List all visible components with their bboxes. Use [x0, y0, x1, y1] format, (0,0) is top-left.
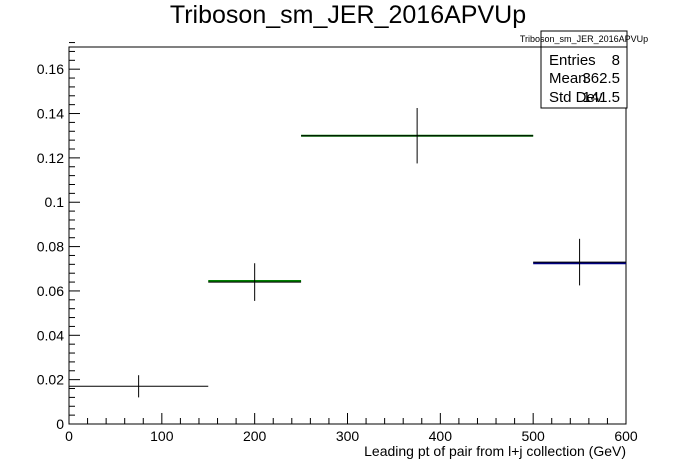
y-tick-label: 0.1 [45, 194, 65, 210]
x-tick-label: 600 [614, 428, 638, 444]
y-tick-label: 0.02 [37, 372, 64, 388]
y-tick-label: 0.04 [37, 327, 64, 343]
x-tick-label: 100 [150, 428, 174, 444]
y-tick-label: 0 [56, 416, 64, 432]
x-axis-label: Leading pt of pair from l+j collection (… [364, 443, 626, 459]
stats-stddev-value: 141.5 [582, 89, 620, 106]
x-tick-label: 500 [521, 428, 545, 444]
y-tick-label: 0.14 [37, 106, 64, 122]
stats-mean-value: 362.5 [582, 70, 620, 87]
stats-entries-value: 8 [612, 52, 620, 69]
stats-mean-label: Mean [549, 70, 587, 87]
x-tick-label: 300 [336, 428, 360, 444]
x-tick-label: 400 [429, 428, 453, 444]
y-tick-label: 0.06 [37, 283, 64, 299]
y-tick-label: 0.12 [37, 150, 64, 166]
data-marks [69, 107, 626, 398]
data-point [69, 375, 209, 398]
y-tick-label: 0.08 [37, 239, 64, 255]
data-point [208, 263, 302, 301]
chart-title: Triboson_sm_JER_2016APVUp [170, 1, 526, 29]
stats-box: Triboson_sm_JER_2016APVUp Entries 8 Mean… [520, 30, 648, 109]
stats-entries-label: Entries [549, 52, 596, 69]
data-point [533, 238, 626, 286]
axes: 0 100 200 300 400 500 600 0 0.02 0.04 0.06 0.08 0.1 0… [37, 42, 638, 444]
x-tick-label: 0 [65, 428, 73, 444]
y-tick-label: 0.16 [37, 61, 64, 77]
stats-stddev-label: Std Dev [549, 89, 603, 106]
x-tick-label: 200 [243, 428, 267, 444]
data-point [301, 107, 534, 164]
stats-title: Triboson_sm_JER_2016APVUp [520, 34, 648, 44]
